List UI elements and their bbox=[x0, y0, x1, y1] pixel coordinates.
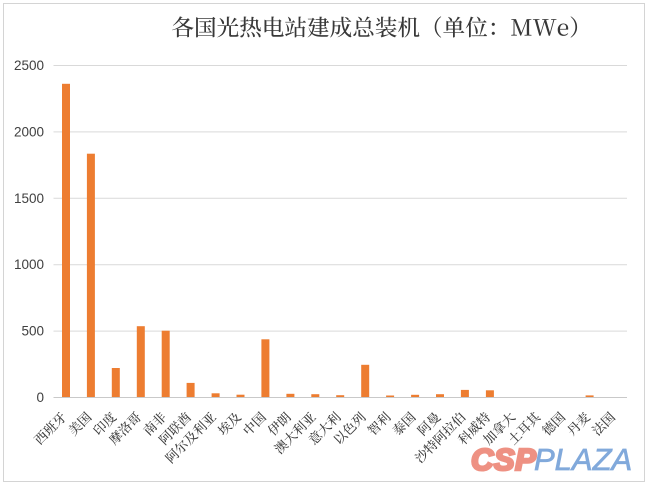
svg-text:2500: 2500 bbox=[14, 58, 44, 73]
svg-text:2000: 2000 bbox=[14, 124, 44, 139]
svg-text:PLAZA: PLAZA bbox=[534, 442, 632, 477]
svg-text:0: 0 bbox=[36, 390, 44, 405]
svg-text:1500: 1500 bbox=[14, 191, 44, 206]
svg-text:CSP: CSP bbox=[471, 442, 536, 477]
svg-text:500: 500 bbox=[21, 324, 44, 339]
svg-text:1000: 1000 bbox=[14, 257, 44, 272]
